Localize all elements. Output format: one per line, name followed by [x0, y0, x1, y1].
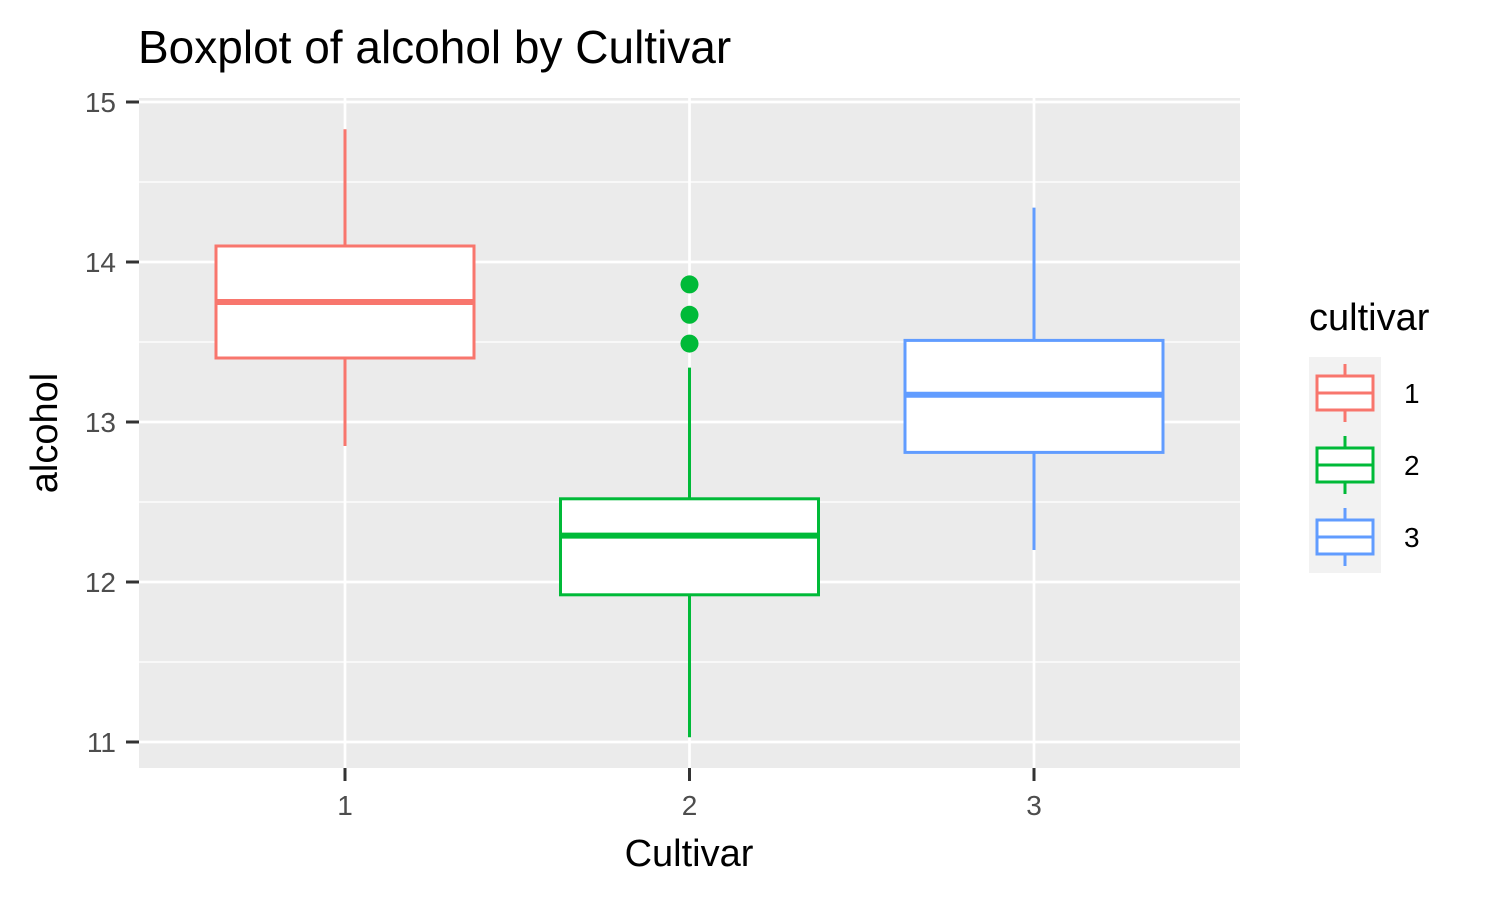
chart-title: Boxplot of alcohol by Cultivar — [138, 21, 731, 73]
box-cultivar-3 — [903, 207, 1165, 550]
y-tick-label: 11 — [87, 727, 116, 758]
box-cultivar-2 — [559, 275, 820, 738]
y-tick-label: 14 — [85, 247, 116, 278]
outlier-point — [680, 275, 699, 294]
box-iqr — [559, 497, 820, 597]
x-axis-title: Cultivar — [625, 833, 754, 875]
legend-title: cultivar — [1309, 297, 1430, 339]
x-tick-label: 2 — [682, 790, 698, 821]
y-tick-label: 12 — [85, 567, 116, 598]
legend-item-2: 2 — [1315, 436, 1420, 494]
outlier-point — [680, 334, 699, 353]
box-cultivar-1 — [214, 129, 476, 446]
y-tick-label: 15 — [85, 87, 116, 118]
x-tick-label: 1 — [337, 790, 353, 821]
outlier-point — [680, 305, 699, 324]
legend-label: 1 — [1404, 378, 1420, 409]
legend-label: 3 — [1404, 522, 1420, 553]
legend-items: 1 2 3 — [1315, 364, 1420, 566]
x-tick-label: 3 — [1026, 790, 1042, 821]
box-layer — [214, 129, 1165, 738]
y-tick-label: 13 — [85, 407, 116, 438]
legend-item-1: 1 — [1315, 364, 1420, 422]
legend-item-3: 3 — [1315, 508, 1420, 566]
y-axis-title: alcohol — [24, 373, 66, 493]
legend-label: 2 — [1404, 450, 1420, 481]
legend: cultivar 1 2 3 — [1309, 297, 1430, 573]
